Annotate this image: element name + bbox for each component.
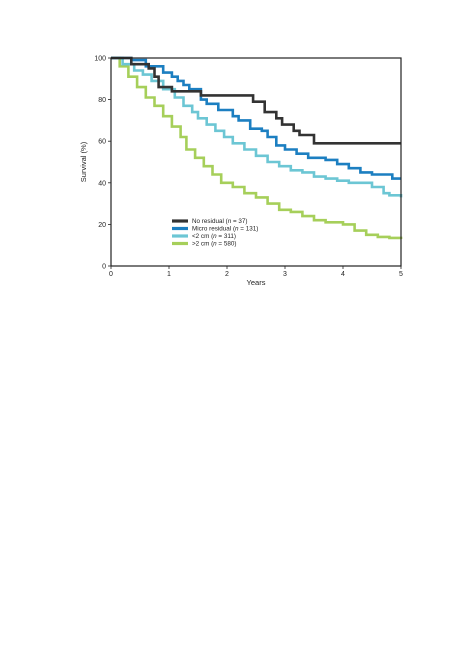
y-axis-title: Survival (%) xyxy=(79,141,88,182)
x-tick-label: 4 xyxy=(341,271,345,278)
x-tick-label: 3 xyxy=(283,271,287,278)
x-tick-label: 1 xyxy=(167,271,171,278)
x-axis-title: Years xyxy=(247,278,266,287)
legend-label-micro-residual: Micro residual (n = 131) xyxy=(192,226,258,233)
legend-label-gt2cm: >2 cm (n = 580) xyxy=(192,241,236,248)
y-tick-label: 0 xyxy=(102,264,106,271)
y-tick-label: 80 xyxy=(98,97,106,104)
x-tick-label: 2 xyxy=(225,271,229,278)
series-line-no-residual xyxy=(111,56,401,145)
series-line-lt2cm xyxy=(111,56,403,198)
x-tick-label: 0 xyxy=(109,271,113,278)
x-tick-label: 5 xyxy=(399,271,403,278)
y-tick-label: 40 xyxy=(98,180,106,187)
series-layer xyxy=(111,56,403,240)
plot-frame xyxy=(110,57,402,267)
legend-label-no-residual: No residual (n = 37) xyxy=(192,218,248,225)
legend: No residual (n = 37)Micro residual (n = … xyxy=(172,218,258,248)
y-tick-label: 20 xyxy=(98,222,106,229)
y-tick-label: 100 xyxy=(94,56,106,63)
plot-background xyxy=(111,58,401,266)
y-tick-label: 60 xyxy=(98,139,106,146)
ticks-layer: 0 1 2 3 4 5 0 20 40 60 80 100 xyxy=(94,56,403,279)
series-line-gt2cm xyxy=(111,56,403,240)
legend-label-lt2cm: <2 cm (n = 311) xyxy=(192,233,236,240)
series-line-micro-residual xyxy=(111,56,401,180)
